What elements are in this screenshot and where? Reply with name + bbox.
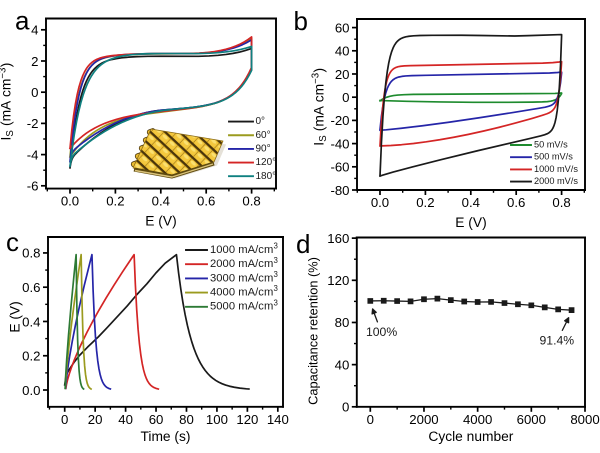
svg-text:40: 40 <box>118 412 133 427</box>
svg-text:180°: 180° <box>256 171 277 182</box>
svg-text:-2: -2 <box>27 116 39 131</box>
svg-text:b: b <box>294 6 308 36</box>
svg-text:a: a <box>15 5 30 35</box>
svg-text:0.6: 0.6 <box>22 280 40 295</box>
svg-text:0.0: 0.0 <box>371 195 389 210</box>
svg-text:0.0: 0.0 <box>22 383 40 398</box>
svg-text:0.4: 0.4 <box>152 194 170 209</box>
svg-text:60: 60 <box>335 20 350 35</box>
svg-text:6000: 6000 <box>517 412 546 427</box>
svg-text:0.0: 0.0 <box>61 194 79 209</box>
svg-text:120: 120 <box>327 273 349 288</box>
svg-text:80: 80 <box>335 315 350 330</box>
svg-text:-60: -60 <box>330 160 349 175</box>
svg-text:2: 2 <box>31 54 38 69</box>
svg-text:Capacitance retention (%): Capacitance retention (%) <box>305 257 320 405</box>
svg-text:-80: -80 <box>330 183 349 198</box>
svg-text:4: 4 <box>31 23 38 38</box>
svg-text:0: 0 <box>61 412 68 427</box>
svg-text:160: 160 <box>327 231 349 246</box>
svg-text:0.8: 0.8 <box>552 195 570 210</box>
svg-text:100: 100 <box>206 412 228 427</box>
svg-text:500 mV/s: 500 mV/s <box>534 152 573 162</box>
svg-text:0.6: 0.6 <box>507 195 525 210</box>
svg-text:I ( m: I ( m A c m ) S − 3 <box>298 62 331 146</box>
svg-text:91.4%: 91.4% <box>540 333 575 347</box>
svg-text:4000: 4000 <box>463 412 492 427</box>
svg-text:-20: -20 <box>330 113 349 128</box>
svg-text:50 mV/s: 50 mV/s <box>534 139 568 149</box>
svg-text:0: 0 <box>31 85 38 100</box>
svg-text:5 0 0 0: 5 0 0 0 m A / c m 3 <box>210 290 279 315</box>
svg-text:0.2: 0.2 <box>416 195 434 210</box>
svg-text:8000: 8000 <box>570 412 599 427</box>
svg-text:0: 0 <box>342 400 349 415</box>
svg-text:100%: 100% <box>366 325 397 339</box>
svg-text:80: 80 <box>179 412 194 427</box>
svg-text:0: 0 <box>367 412 374 427</box>
svg-text:0.2: 0.2 <box>106 194 124 209</box>
svg-text:90°: 90° <box>256 143 271 154</box>
svg-text:20: 20 <box>335 67 350 82</box>
svg-text:0.8: 0.8 <box>242 194 260 209</box>
svg-text:-40: -40 <box>330 136 349 151</box>
svg-text:40: 40 <box>335 357 350 372</box>
svg-text:3 0 0 0: 3 0 0 0 m A / c m 3 <box>210 261 279 286</box>
svg-text:0.2: 0.2 <box>22 349 40 364</box>
svg-text:c: c <box>6 227 19 257</box>
svg-text:-4: -4 <box>27 147 39 162</box>
svg-text:Cycle number: Cycle number <box>428 429 513 444</box>
svg-text:40: 40 <box>335 44 350 59</box>
svg-text:d: d <box>296 229 310 259</box>
svg-text:I ( m: I ( m A c m ) S − 3 <box>0 57 18 141</box>
svg-text:2000: 2000 <box>409 412 438 427</box>
svg-text:140: 140 <box>267 412 289 427</box>
svg-text:120°: 120° <box>256 157 277 168</box>
svg-text:0: 0 <box>342 90 349 105</box>
svg-text:1000 mV/s: 1000 mV/s <box>534 164 578 174</box>
svg-text:0.8: 0.8 <box>22 246 40 261</box>
svg-text:2 0 0 0: 2 0 0 0 m A / c m 3 <box>210 247 279 272</box>
svg-text:120: 120 <box>236 412 258 427</box>
svg-text:0.4: 0.4 <box>22 314 40 329</box>
svg-text:60°: 60° <box>256 130 271 141</box>
svg-text:2000 mV/s: 2000 mV/s <box>534 176 578 186</box>
svg-text:0°: 0° <box>256 116 266 127</box>
svg-text:E (V): E (V) <box>145 214 176 229</box>
svg-text:0.4: 0.4 <box>462 195 480 210</box>
svg-text:E (V): E (V) <box>8 301 23 332</box>
svg-text:20: 20 <box>88 412 103 427</box>
svg-text:60: 60 <box>149 412 164 427</box>
svg-text:E (V): E (V) <box>455 215 486 230</box>
svg-text:4 0 0 0: 4 0 0 0 m A / c m 3 <box>210 275 279 300</box>
svg-text:Time (s): Time (s) <box>140 429 190 444</box>
svg-text:0.6: 0.6 <box>197 194 215 209</box>
svg-text:-6: -6 <box>27 179 39 194</box>
svg-text:1 0 0 0: 1 0 0 0 m A / c m 3 <box>210 233 279 258</box>
